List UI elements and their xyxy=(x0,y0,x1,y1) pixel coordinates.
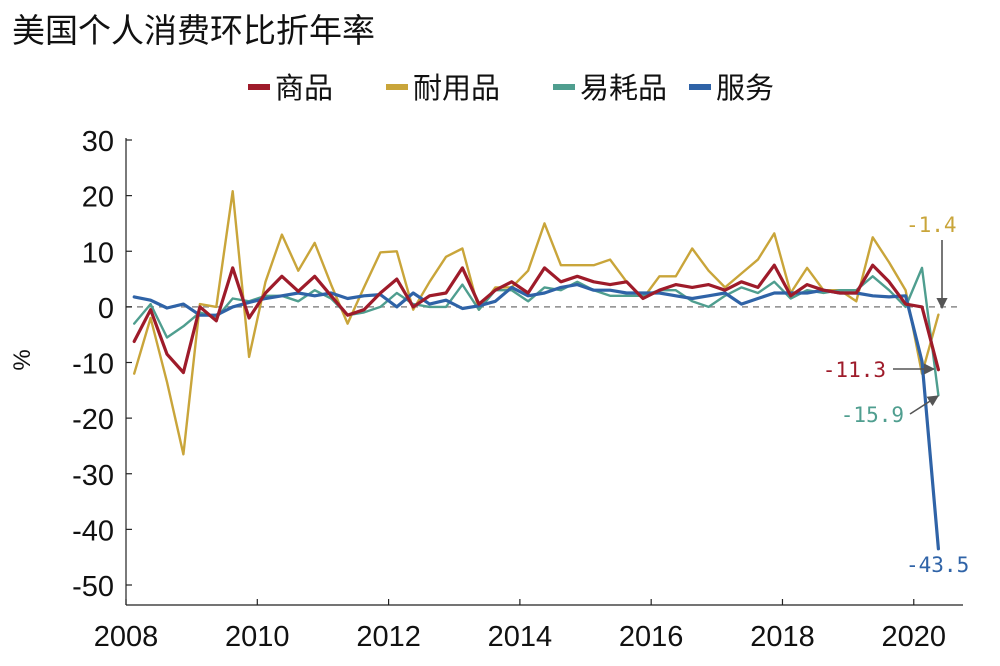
annotation-label: -43.5 xyxy=(906,553,969,577)
y-axis-label: % xyxy=(9,349,36,370)
series-layer xyxy=(132,189,941,551)
y-tick-label: 10 xyxy=(82,237,114,269)
y-ticks: 30 20 10 0 -10 -20 -30 -40 -50 xyxy=(72,126,132,603)
annotation-label: -11.3 xyxy=(823,358,886,382)
y-tick-label: -10 xyxy=(72,349,114,381)
legend-swatch xyxy=(553,84,575,90)
annotation-label: -1.4 xyxy=(906,213,957,237)
chart-title: 美国个人消费环比折年率 xyxy=(12,11,375,50)
x-tick-label: 2014 xyxy=(488,621,553,653)
annotation-arrow xyxy=(909,395,939,415)
x-tick-label: 2018 xyxy=(750,621,815,653)
series-line-1 xyxy=(132,263,941,375)
y-tick-label: -50 xyxy=(72,571,114,603)
annotation-label: -15.9 xyxy=(841,403,904,427)
legend-label: 易耗品 xyxy=(580,71,667,105)
x-tick-label: 2016 xyxy=(619,621,684,653)
x-tick-label: 2012 xyxy=(356,621,421,653)
y-tick-label: -20 xyxy=(72,404,114,436)
x-tick-label: 2010 xyxy=(225,621,290,653)
series-line-4 xyxy=(132,283,941,551)
x-tick-label: 2008 xyxy=(94,621,159,653)
legend: 商品 耐用品 易耗品 服务 xyxy=(248,71,774,105)
legend-swatch xyxy=(689,84,711,90)
y-tick-label: 30 xyxy=(82,126,114,158)
y-tick-label: -40 xyxy=(72,515,114,547)
x-tick-label: 2020 xyxy=(882,621,947,653)
legend-swatch xyxy=(248,84,270,90)
legend-label: 服务 xyxy=(716,71,774,105)
series-line-2 xyxy=(132,189,940,456)
legend-label: 商品 xyxy=(275,71,333,105)
y-tick-label: -30 xyxy=(72,460,114,492)
annotations: -1.4 -11.3 -15.9 -43.5 xyxy=(823,213,969,577)
legend-label: 耐用品 xyxy=(413,71,500,105)
legend-swatch xyxy=(386,84,408,90)
x-ticks: 2008 2010 2012 2014 2016 2018 2020 xyxy=(94,599,946,653)
y-tick-label: 20 xyxy=(82,182,114,214)
y-tick-label: 0 xyxy=(98,293,114,325)
